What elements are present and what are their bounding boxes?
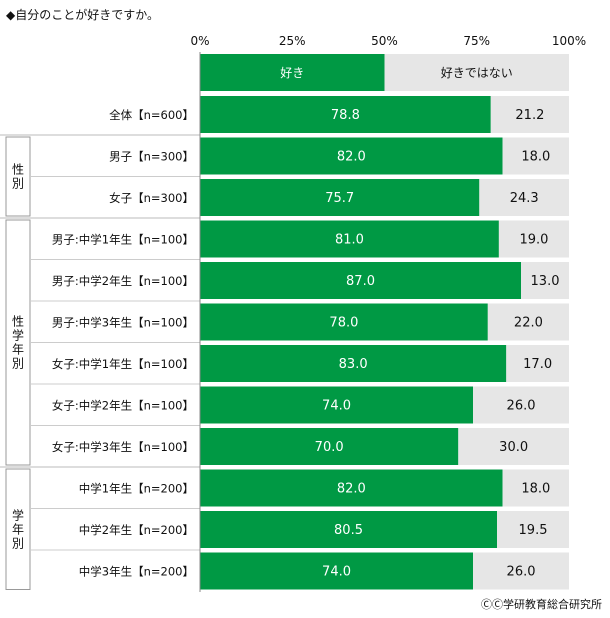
tick-label: 100% xyxy=(552,34,586,48)
value-like: 70.0 xyxy=(315,440,344,455)
category-label: 男子:中学3年生【n=100】 xyxy=(52,316,194,330)
tick-label: 25% xyxy=(279,34,306,48)
group-label: 性学年別 xyxy=(12,315,24,371)
bar-like xyxy=(200,552,474,590)
value-like: 82.0 xyxy=(337,150,366,165)
value-dislike: 26.0 xyxy=(507,565,536,580)
value-like: 75.7 xyxy=(325,191,354,206)
bar-like xyxy=(200,511,498,548)
value-dislike: 18.0 xyxy=(521,150,550,165)
value-like: 78.0 xyxy=(329,316,358,331)
bar-dislike xyxy=(502,469,569,507)
category-label: 中学2年生【n=200】 xyxy=(79,523,194,537)
value-like: 81.0 xyxy=(335,233,364,248)
bar-like xyxy=(200,179,480,216)
chart-title: ◆自分のことが好きですか。 xyxy=(6,8,159,22)
bar-like xyxy=(200,428,459,465)
category-label: 全体【n=600】 xyxy=(109,108,194,122)
value-dislike: 21.2 xyxy=(515,108,544,123)
value-like: 87.0 xyxy=(346,274,375,289)
bar-like xyxy=(200,345,507,382)
category-label: 女子:中学1年生【n=100】 xyxy=(52,357,194,371)
value-like: 80.5 xyxy=(334,523,363,538)
copyright-credit: ⒸⒸ学研教育総合研究所 xyxy=(481,598,602,611)
value-dislike: 19.5 xyxy=(519,523,548,538)
category-label: 女子:中学2年生【n=100】 xyxy=(52,399,194,413)
category-label: 男子:中学2年生【n=100】 xyxy=(52,274,194,288)
bar-dislike xyxy=(497,511,569,548)
value-like: 74.0 xyxy=(322,399,351,414)
group-box xyxy=(5,468,31,590)
tick-label: 0% xyxy=(190,34,209,48)
bar-like xyxy=(200,137,503,175)
value-dislike: 26.0 xyxy=(507,399,536,414)
bar-dislike xyxy=(473,552,569,590)
group-label: 性別 xyxy=(12,163,24,191)
bar-dislike xyxy=(487,303,569,341)
value-dislike: 18.0 xyxy=(521,482,550,497)
category-label: 女子【n=300】 xyxy=(109,191,194,205)
bar-dislike xyxy=(458,428,569,465)
bar-dislike xyxy=(506,345,569,382)
legend-like-label: 好き xyxy=(280,66,304,80)
value-dislike: 24.3 xyxy=(510,191,539,206)
bar-like xyxy=(200,262,522,299)
group-label: 学年別 xyxy=(12,507,24,550)
bar-like xyxy=(200,220,499,258)
bar-dislike xyxy=(502,137,569,175)
bar-like xyxy=(200,303,488,341)
category-label: 女子:中学3年生【n=100】 xyxy=(52,440,194,454)
bar-dislike xyxy=(490,96,569,133)
value-like: 74.0 xyxy=(322,565,351,580)
category-label: 中学3年生【n=200】 xyxy=(79,565,194,579)
tick-label: 75% xyxy=(463,34,490,48)
category-label: 中学1年生【n=200】 xyxy=(79,482,194,496)
value-like: 83.0 xyxy=(339,357,368,372)
value-dislike: 17.0 xyxy=(523,357,552,372)
tick-label: 50% xyxy=(371,34,398,48)
bar-dislike xyxy=(498,220,569,258)
bar-like xyxy=(200,469,503,507)
bar-dislike xyxy=(521,262,569,299)
bar-dislike xyxy=(473,386,569,424)
bar-like xyxy=(200,96,491,133)
value-dislike: 22.0 xyxy=(514,316,543,331)
category-label: 男子:中学1年生【n=100】 xyxy=(52,233,194,247)
category-label: 男子【n=300】 xyxy=(109,150,194,164)
legend-dislike-label: 好きではない xyxy=(441,66,513,80)
value-dislike: 19.0 xyxy=(519,233,548,248)
bar-dislike xyxy=(479,179,569,216)
value-like: 82.0 xyxy=(337,482,366,497)
value-dislike: 30.0 xyxy=(499,440,528,455)
value-dislike: 13.0 xyxy=(531,274,560,289)
bar-like xyxy=(200,386,474,424)
legend-dislike-swatch xyxy=(384,54,569,91)
legend-like-swatch xyxy=(200,54,385,91)
value-like: 78.8 xyxy=(331,108,360,123)
